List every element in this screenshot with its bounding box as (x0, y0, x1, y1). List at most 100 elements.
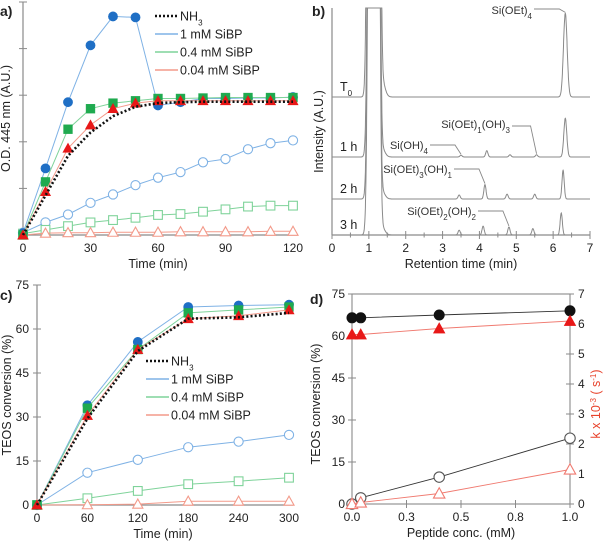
series-k-no-nh3- (345, 462, 577, 510)
x-tick-label: 3 (439, 241, 446, 255)
peak-annotations: Si(OEt)4 Si(OEt)1(OH)3 Si(OH)4 Si(OEt)3(OH)… (383, 5, 566, 227)
series-line (352, 320, 571, 335)
series-line (36, 477, 290, 506)
data-point (84, 119, 97, 130)
data-point (354, 328, 367, 340)
y-tick-label-left: 60 (332, 329, 346, 343)
annotation: Si(OEt)2(OH)2 (407, 206, 510, 227)
data-point (197, 225, 209, 237)
data-point (129, 226, 142, 237)
data-point (233, 436, 244, 447)
data-point (132, 343, 144, 354)
data-point (288, 200, 298, 211)
trace-label: 2 h (340, 182, 357, 196)
data-point (108, 215, 118, 226)
data-point (40, 163, 51, 174)
data-point (182, 494, 195, 506)
chromatogram-trace (332, 7, 590, 236)
x-tick-label: 60 (81, 511, 95, 525)
data-point (283, 494, 295, 506)
data-point (243, 201, 253, 212)
legend-label: 0.04 mM SiBP (180, 64, 260, 78)
chromatogram-trace (332, 7, 590, 200)
data-point (563, 314, 577, 326)
series-1-mm-sibp-with-nh3- (18, 11, 298, 239)
y-tick-label-right: 6 (578, 317, 585, 331)
data-point (81, 409, 93, 420)
data-point (85, 40, 96, 51)
series-line (36, 306, 290, 506)
legend-label: 1 mM SiBP (180, 28, 243, 42)
x-tick-label: 7 (587, 241, 594, 255)
chromatogram-trace (332, 7, 590, 98)
data-point (564, 305, 576, 317)
legend-label: 0.4 mM SiBP (171, 391, 244, 405)
x-tick-label: 90 (219, 241, 233, 255)
y-axis-title-left: TEOS conversion (%) (309, 344, 323, 465)
data-point (152, 226, 164, 237)
series-line (351, 469, 571, 505)
trace-label: 3 h (340, 218, 357, 232)
data-point (183, 479, 194, 490)
y-tick-label-left: 30 (332, 413, 346, 427)
x-tick-label: 300 (279, 511, 299, 525)
legend-item: 0.4 mM SiBP (146, 391, 244, 405)
series-line (351, 437, 571, 505)
data-point (563, 462, 577, 475)
series-0-04-mm-sibp-no-nh3- (31, 494, 295, 510)
annotation: Si(OEt)3(OH)1 (383, 164, 486, 184)
x-tick-label: 120 (283, 241, 303, 255)
y-tick-label: 0 (22, 498, 29, 512)
y-tick-label-right: 2 (578, 437, 585, 451)
series-line (36, 434, 290, 506)
legend-label: 0.04 mM SiBP (171, 409, 251, 423)
annotation-leader (534, 8, 566, 13)
data-point (183, 442, 194, 453)
series-line (36, 309, 290, 506)
y-tick-label: 75 (16, 278, 30, 292)
series-line (36, 500, 289, 506)
series-teos-conversion-no-nh3- (346, 432, 576, 510)
x-tick-label: 6 (550, 241, 557, 255)
data-point (175, 209, 186, 219)
y-tick-label-right: 5 (578, 347, 585, 361)
y-tick-label-left: 75 (332, 287, 346, 301)
data-point (131, 497, 144, 509)
data-point (564, 432, 576, 444)
series-0-4-mm-sibp-no-nh3- (32, 472, 294, 510)
data-point (62, 226, 74, 238)
data-point (287, 95, 299, 106)
trace-t0: T0 (332, 7, 590, 98)
y-tick-label-right: 0 (578, 497, 585, 511)
x-axis-title: Retention time (min) (405, 257, 518, 271)
data-point (62, 142, 74, 153)
data-point (219, 95, 232, 106)
annotation-label: Si(OEt)3(OH)1 (383, 164, 452, 180)
data-point (242, 144, 254, 155)
annotation-label: Si(OH)4 (390, 140, 429, 156)
x-axis-title: Peptide conc. (mM) (407, 526, 515, 540)
data-point (107, 226, 119, 237)
y-axis-title-right: k x 10-3 ( s-1) (589, 369, 604, 438)
x-tick-label: 1.0 (562, 510, 579, 524)
panel-label: a) (0, 3, 12, 19)
data-point (197, 157, 209, 168)
series-line (352, 310, 571, 319)
annotation-label: Si(OEt)1(OH)3 (441, 119, 510, 135)
data-point (84, 226, 97, 238)
data-point (284, 472, 294, 483)
data-point (107, 189, 119, 200)
y-tick-label-right: 3 (578, 407, 585, 421)
y-tick-label-left: 45 (332, 371, 346, 385)
panel-label: d) (310, 291, 323, 307)
series-nh3 (35, 311, 290, 506)
x-tick-label: 0.5 (453, 510, 470, 524)
trace-label: T0 (340, 80, 353, 98)
x-tick-label: 60 (151, 241, 165, 255)
data-point (85, 197, 96, 208)
y-axis-title: TEOS conversion (%) (0, 335, 14, 456)
y-tick-label-left: 15 (332, 455, 346, 469)
x-tick-label: 5 (513, 241, 520, 255)
x-tick-label: 0 (34, 511, 41, 525)
